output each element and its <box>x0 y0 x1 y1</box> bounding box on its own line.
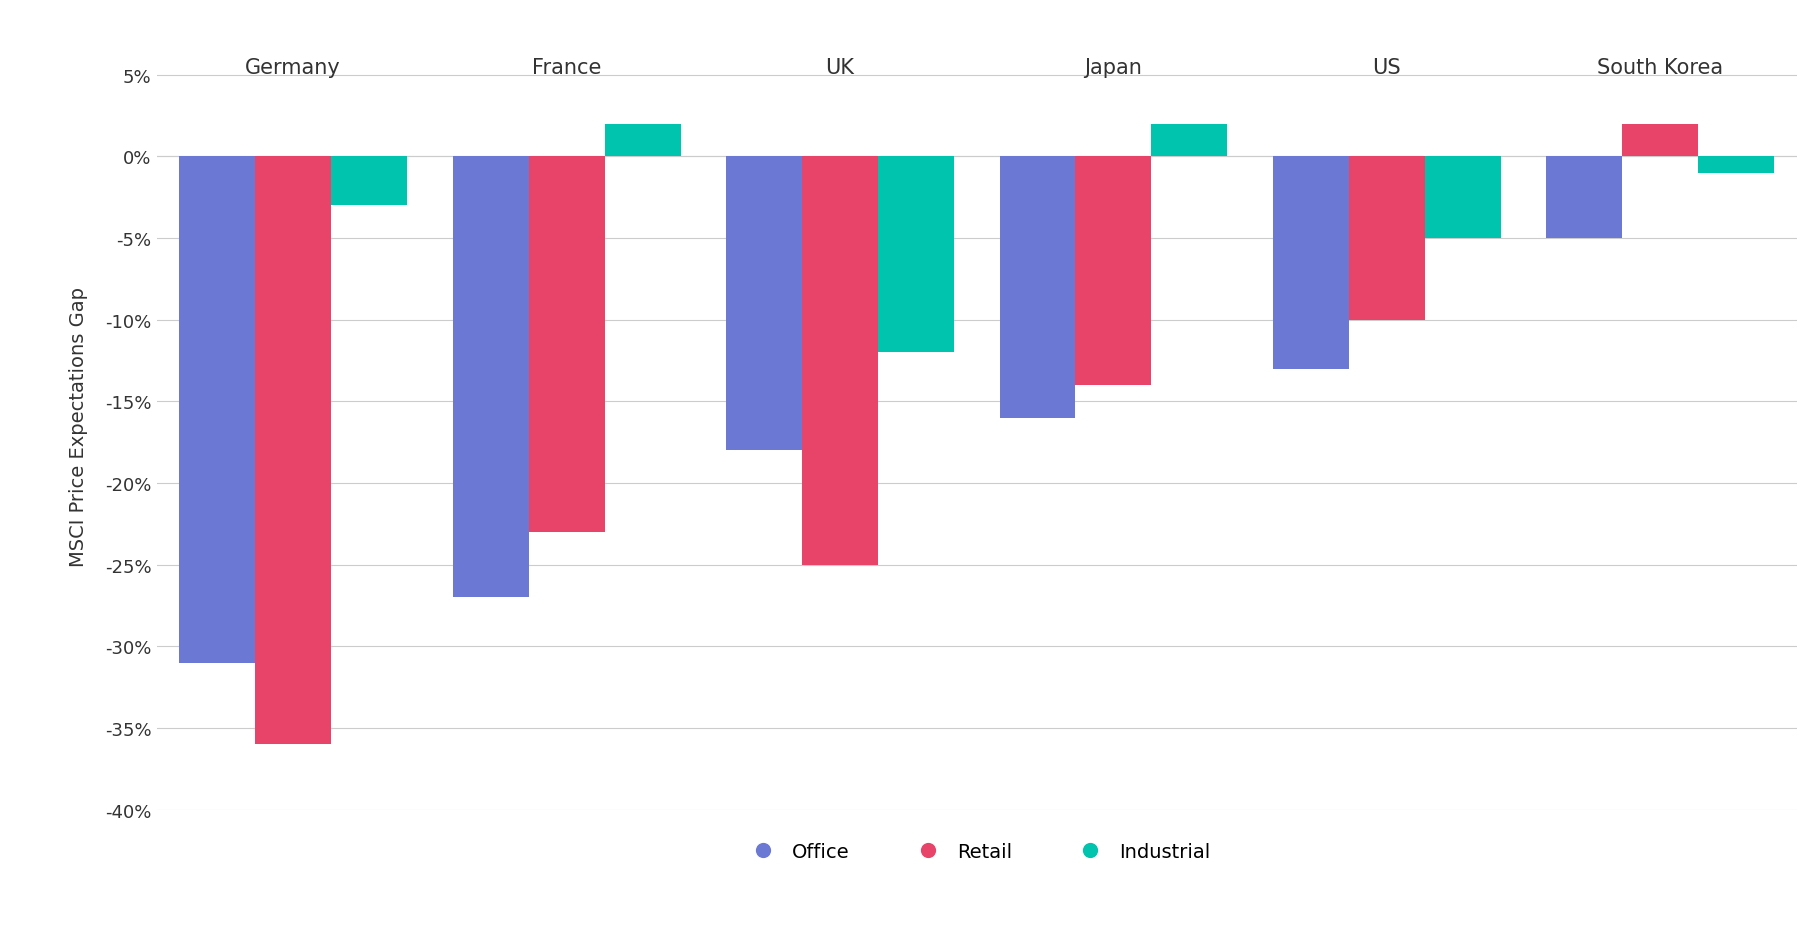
Text: US: US <box>1372 58 1401 79</box>
Text: UK: UK <box>826 58 855 79</box>
Text: France: France <box>533 58 602 79</box>
Bar <box>1076 157 1151 386</box>
Bar <box>332 157 408 206</box>
Bar <box>1698 157 1774 173</box>
Bar <box>605 124 681 157</box>
Bar <box>879 157 953 353</box>
Text: Japan: Japan <box>1085 58 1142 79</box>
Legend: Office, Retail, Industrial: Office, Retail, Industrial <box>736 835 1218 869</box>
Bar <box>1151 124 1227 157</box>
Bar <box>1622 124 1698 157</box>
Bar <box>1546 157 1622 239</box>
Text: Germany: Germany <box>245 58 341 79</box>
Bar <box>727 157 803 451</box>
Bar <box>179 157 255 663</box>
Bar <box>1274 157 1348 370</box>
Bar <box>529 157 605 533</box>
Bar <box>803 157 879 565</box>
Bar <box>255 157 332 744</box>
Bar <box>453 157 529 598</box>
Bar <box>1424 157 1500 239</box>
Bar <box>1348 157 1424 320</box>
Bar <box>1000 157 1076 418</box>
Text: South Korea: South Korea <box>1596 58 1723 79</box>
Y-axis label: MSCI Price Expectations Gap: MSCI Price Expectations Gap <box>69 286 89 566</box>
